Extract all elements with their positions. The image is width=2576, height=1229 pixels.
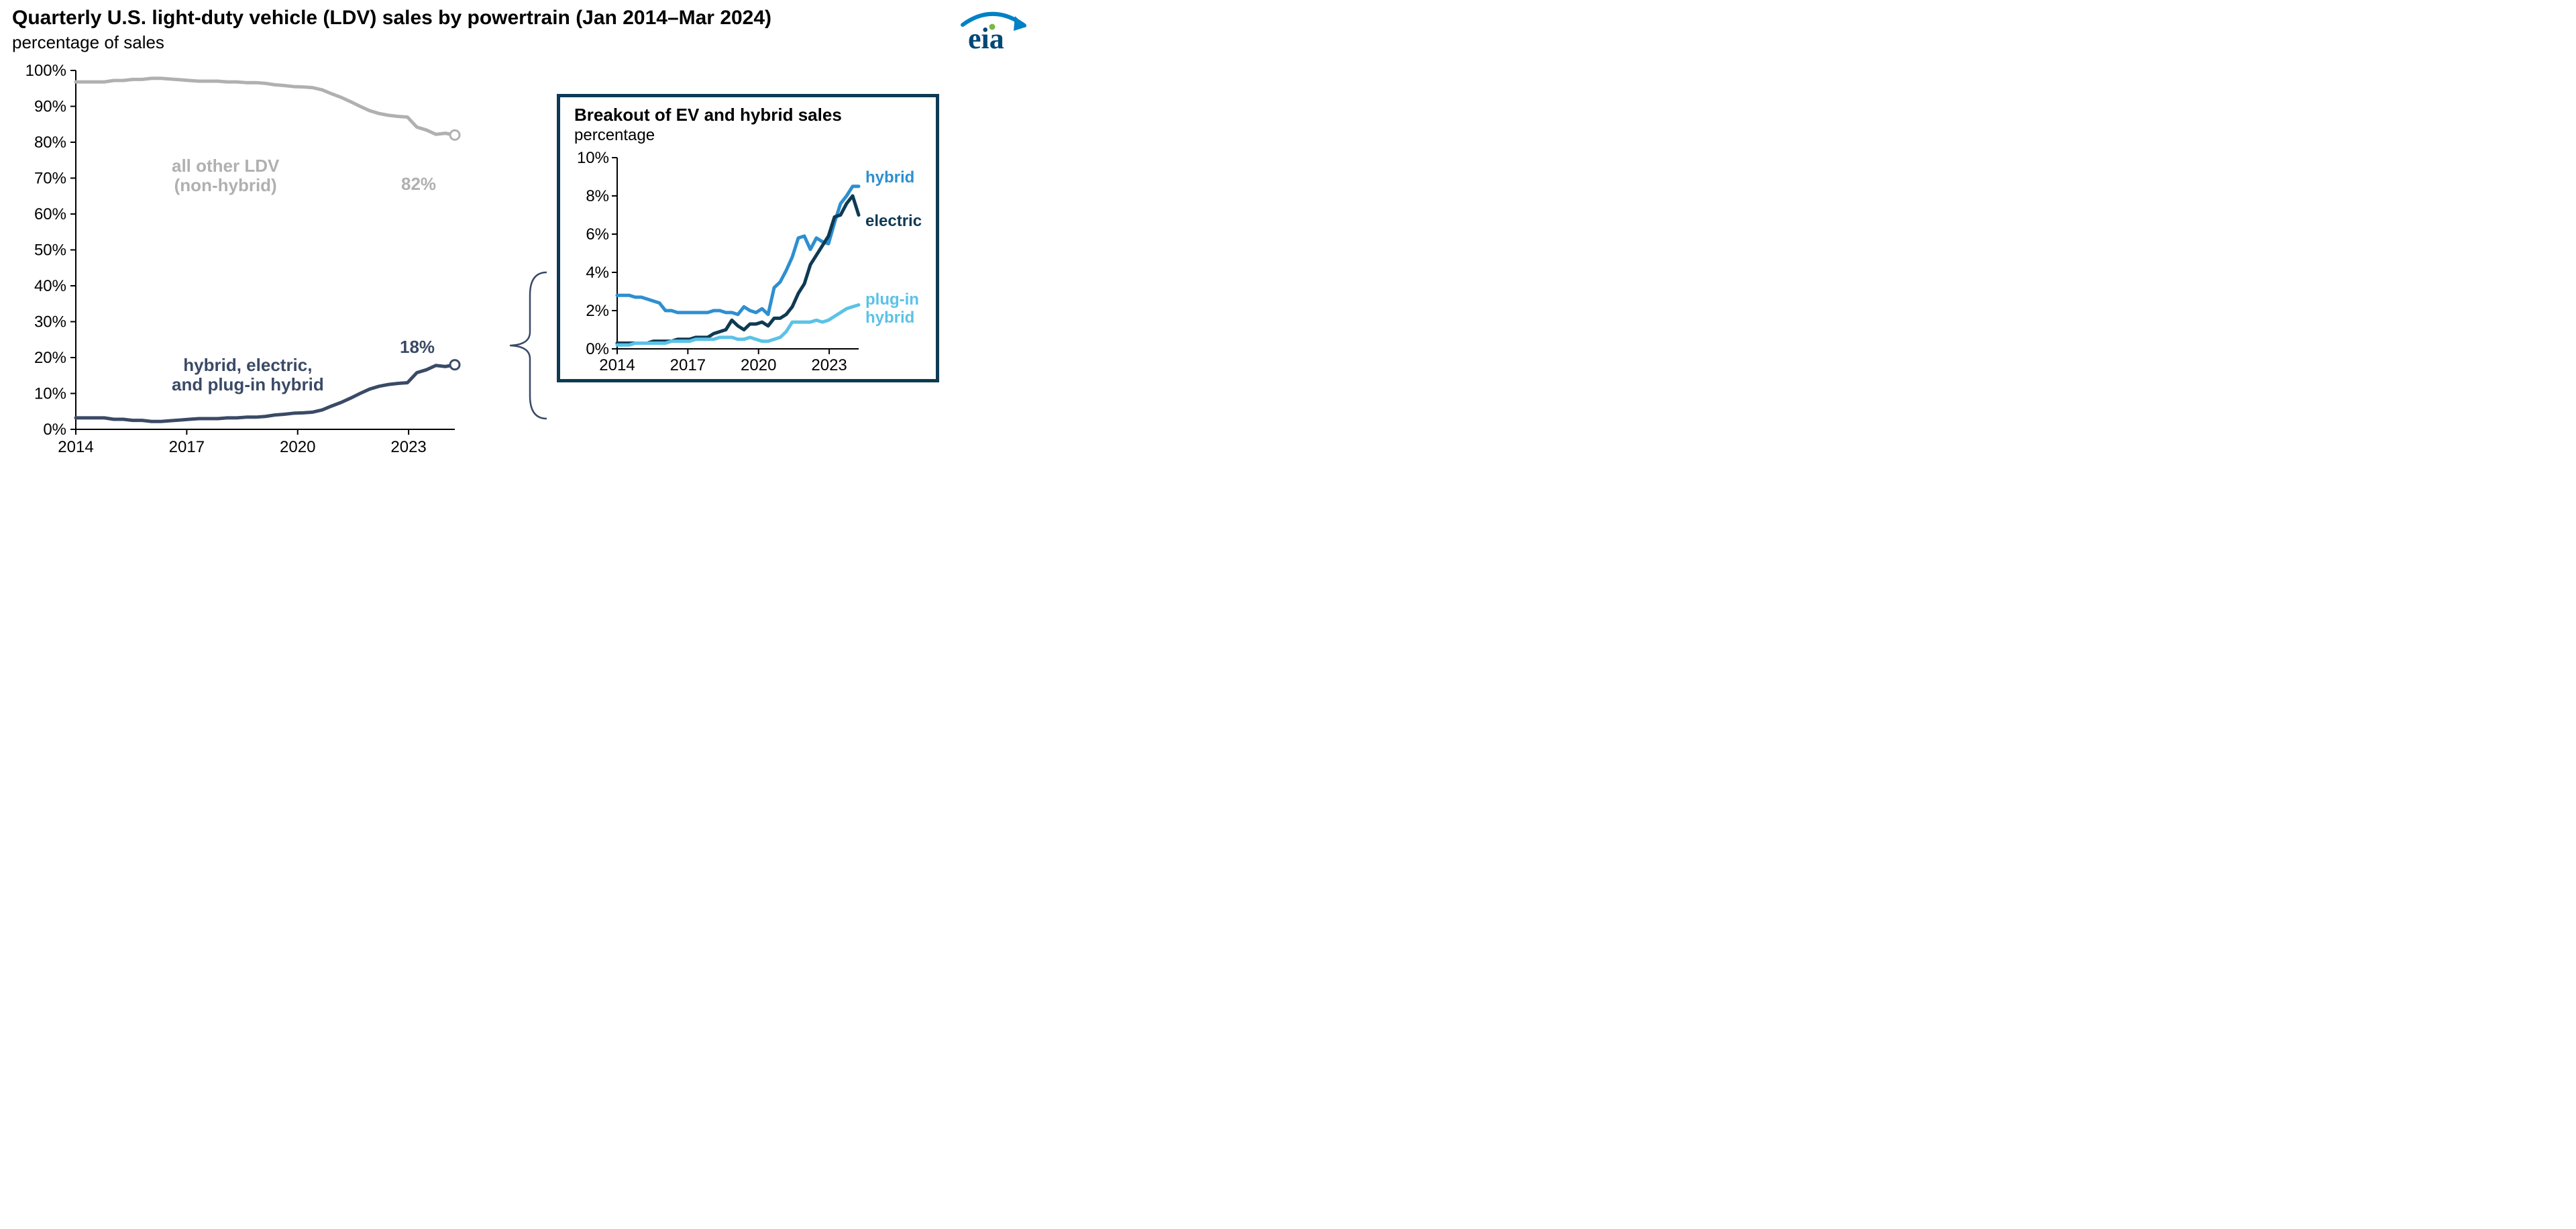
- svg-text:4%: 4%: [586, 264, 609, 282]
- chart-page: Quarterly U.S. light-duty vehicle (LDV) …: [0, 0, 1046, 499]
- svg-text:50%: 50%: [34, 242, 66, 260]
- svg-text:60%: 60%: [34, 205, 66, 223]
- chart-subtitle: percentage of sales: [12, 32, 164, 53]
- inset-chart-subtitle: percentage: [574, 126, 655, 145]
- svg-text:2020: 2020: [280, 438, 315, 456]
- svg-text:10%: 10%: [34, 385, 66, 403]
- eia-logo: eia: [949, 8, 1030, 55]
- connecting-brace-icon: [500, 268, 553, 423]
- svg-text:2017: 2017: [670, 356, 706, 374]
- svg-text:2020: 2020: [741, 356, 776, 374]
- svg-text:2014: 2014: [599, 356, 635, 374]
- svg-text:2014: 2014: [58, 438, 93, 456]
- svg-text:6%: 6%: [586, 225, 609, 244]
- svg-text:2%: 2%: [586, 302, 609, 320]
- series-end-label-hev-ev-phev: 18%: [400, 337, 435, 357]
- series-label-hybrid: hybrid: [865, 169, 914, 186]
- series-end-label-other-ldv: 82%: [401, 174, 436, 194]
- svg-text:70%: 70%: [34, 170, 66, 188]
- svg-text:100%: 100%: [25, 62, 66, 80]
- svg-text:80%: 80%: [34, 133, 66, 152]
- svg-text:2023: 2023: [811, 356, 847, 374]
- inset-chart-title: Breakout of EV and hybrid sales: [574, 105, 842, 125]
- chart-title: Quarterly U.S. light-duty vehicle (LDV) …: [12, 7, 771, 30]
- svg-text:2023: 2023: [390, 438, 426, 456]
- main-line-chart: 0% 10% 20% 30% 40% 50% 60% 70% 80% 90% 100% 2014 201…: [12, 57, 482, 473]
- svg-text:0%: 0%: [43, 421, 66, 439]
- series-label-hev-ev-phev: hybrid, electric, and plug-in hybrid: [172, 356, 324, 394]
- svg-text:40%: 40%: [34, 277, 66, 295]
- svg-text:0%: 0%: [586, 340, 609, 358]
- svg-text:30%: 30%: [34, 313, 66, 331]
- svg-text:10%: 10%: [577, 149, 609, 167]
- svg-text:90%: 90%: [34, 98, 66, 116]
- svg-text:20%: 20%: [34, 349, 66, 367]
- series-label-electric: electric: [865, 213, 922, 230]
- eia-logo-text: eia: [968, 22, 1004, 55]
- svg-text:8%: 8%: [586, 187, 609, 205]
- series-label-plugin-hybrid: plug-in hybrid: [865, 291, 919, 327]
- svg-text:2017: 2017: [169, 438, 205, 456]
- series-label-other-ldv: all other LDV (non-hybrid): [172, 156, 279, 195]
